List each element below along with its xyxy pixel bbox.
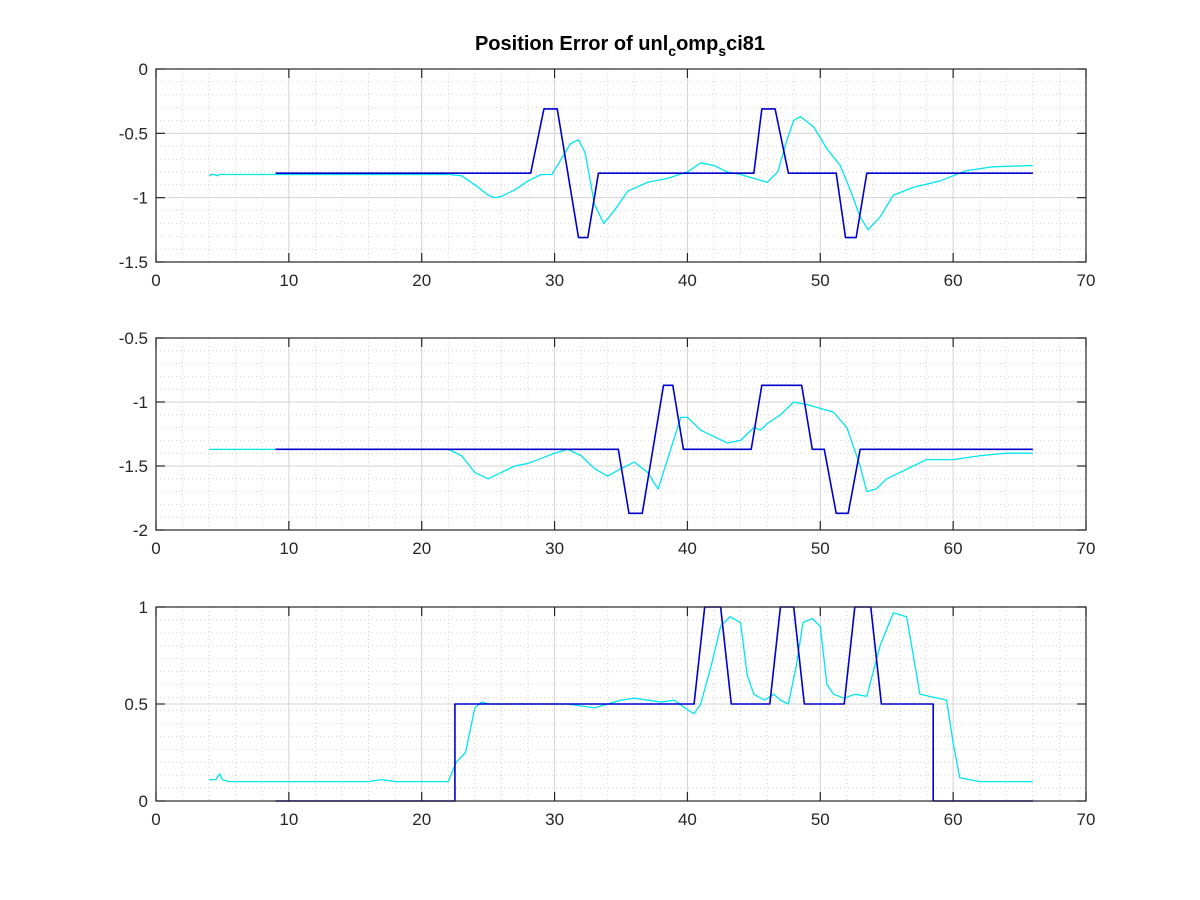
x-tick-label: 50 bbox=[811, 539, 830, 558]
x-tick-label: 40 bbox=[678, 539, 697, 558]
x-tick-label: 20 bbox=[412, 810, 431, 829]
figure-title: Position Error of unlcompsci81 bbox=[475, 33, 765, 59]
x-tick-label: 0 bbox=[151, 271, 160, 290]
x-tick-label: 40 bbox=[678, 810, 697, 829]
y-tick-label: -1.5 bbox=[119, 253, 148, 272]
y-tick-label: -1 bbox=[133, 393, 148, 412]
subplot-2: 0 10 20 30 40 50 60 70 -0.5 -1 -1.5 -2 bbox=[119, 329, 1096, 558]
title-subscript-c: c bbox=[668, 43, 676, 59]
x-tick-label: 60 bbox=[944, 271, 963, 290]
subplot-3: 0 10 20 30 40 50 60 70 1 0.5 0 bbox=[124, 598, 1095, 829]
x-tick-label: 10 bbox=[279, 271, 298, 290]
series-line-2 bbox=[275, 384, 1033, 515]
x-tick-label: 20 bbox=[412, 271, 431, 290]
y-tick-label: 0 bbox=[139, 60, 148, 79]
x-tick-label: 50 bbox=[811, 810, 830, 829]
x-tick-label: 30 bbox=[545, 810, 564, 829]
x-tick-label: 40 bbox=[678, 271, 697, 290]
x-tick-label: 30 bbox=[545, 271, 564, 290]
title-subscript-s: s bbox=[718, 43, 726, 59]
title-part-end: ci81 bbox=[726, 33, 765, 55]
y-tick-label: -1 bbox=[133, 189, 148, 208]
axes-layer: 0 10 20 30 40 50 60 700-0.5-1-1.50 10 20 30 40 50 60 7… bbox=[119, 60, 1096, 829]
y-tick-label: -2 bbox=[133, 521, 148, 540]
x-tick-label: 30 bbox=[545, 539, 564, 558]
series-line-1 bbox=[209, 401, 1033, 493]
x-tick-label: 0 bbox=[151, 539, 160, 558]
y-tick-label: -0.5 bbox=[119, 124, 148, 143]
axes-box bbox=[155, 68, 1087, 263]
x-tick-label: 70 bbox=[1077, 810, 1096, 829]
y-tick-label: 0 bbox=[139, 792, 148, 811]
x-tick-label: 60 bbox=[944, 810, 963, 829]
x-tick-label: 70 bbox=[1077, 539, 1096, 558]
series-line-1 bbox=[208, 115, 1033, 231]
x-tick-label: 70 bbox=[1077, 271, 1096, 290]
y-tick-label: 0.5 bbox=[124, 695, 148, 714]
x-tick-label: 10 bbox=[279, 810, 298, 829]
x-tick-label: 20 bbox=[412, 539, 431, 558]
axes-box bbox=[155, 337, 1087, 531]
title-part-main: Position Error of unl bbox=[475, 33, 668, 55]
title-part-mid: omp bbox=[676, 33, 718, 55]
x-tick-label: 50 bbox=[811, 271, 830, 290]
subplot-1: 0 10 20 30 40 50 60 70 0 -0.5 -1 -1.5 bbox=[119, 60, 1096, 290]
x-tick-label: 60 bbox=[944, 539, 963, 558]
x-tick-label: 0 bbox=[151, 810, 160, 829]
y-tick-label: 1 bbox=[139, 598, 148, 617]
y-tick-label: -0.5 bbox=[119, 329, 148, 348]
y-tick-label: -1.5 bbox=[119, 457, 148, 476]
series-line-1 bbox=[209, 612, 1033, 783]
x-tick-label: 10 bbox=[279, 539, 298, 558]
series-line-2 bbox=[275, 108, 1033, 239]
